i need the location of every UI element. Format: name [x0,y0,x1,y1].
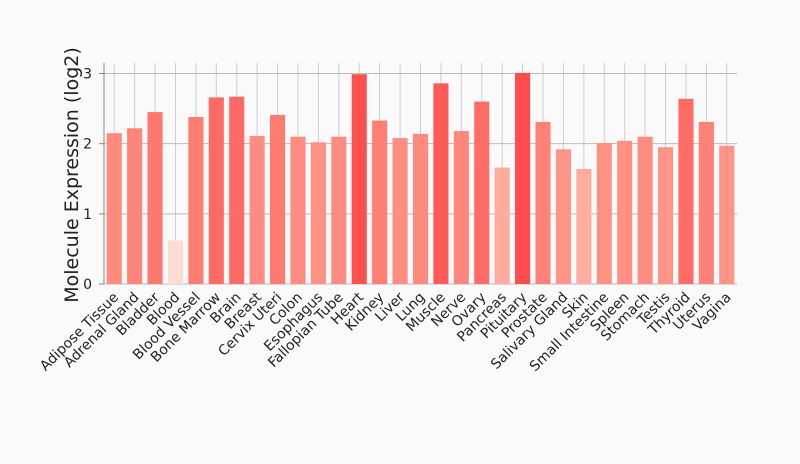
bar [188,117,204,285]
bar [515,72,531,284]
bar [127,128,143,284]
bar [453,131,469,284]
bar [657,147,674,284]
y-tick-label: 3 [83,67,92,83]
bar [208,97,224,284]
y-tick-label: 0 [83,277,92,293]
bar [331,136,347,284]
bar [290,136,306,284]
bar [719,145,735,284]
bar [392,138,408,284]
bar [106,133,122,284]
bar [637,136,653,284]
bar [351,74,367,284]
bar [494,167,510,284]
bar [555,149,571,284]
bar [147,112,163,284]
y-axis-label: Molecule Expression (log2) [61,47,83,303]
bar [596,142,612,284]
bar [412,133,429,284]
bar [270,114,286,285]
bar [535,121,551,284]
bar [249,135,265,284]
y-tick-label: 2 [83,137,92,153]
bar [229,96,245,284]
bar [617,140,633,284]
bar [678,98,694,285]
bar [372,120,388,285]
bar [698,121,714,284]
bar [474,101,490,284]
bar [167,240,184,284]
y-tick-label: 1 [83,207,92,223]
bar [310,142,326,284]
bar [433,83,449,284]
bar [576,168,592,284]
